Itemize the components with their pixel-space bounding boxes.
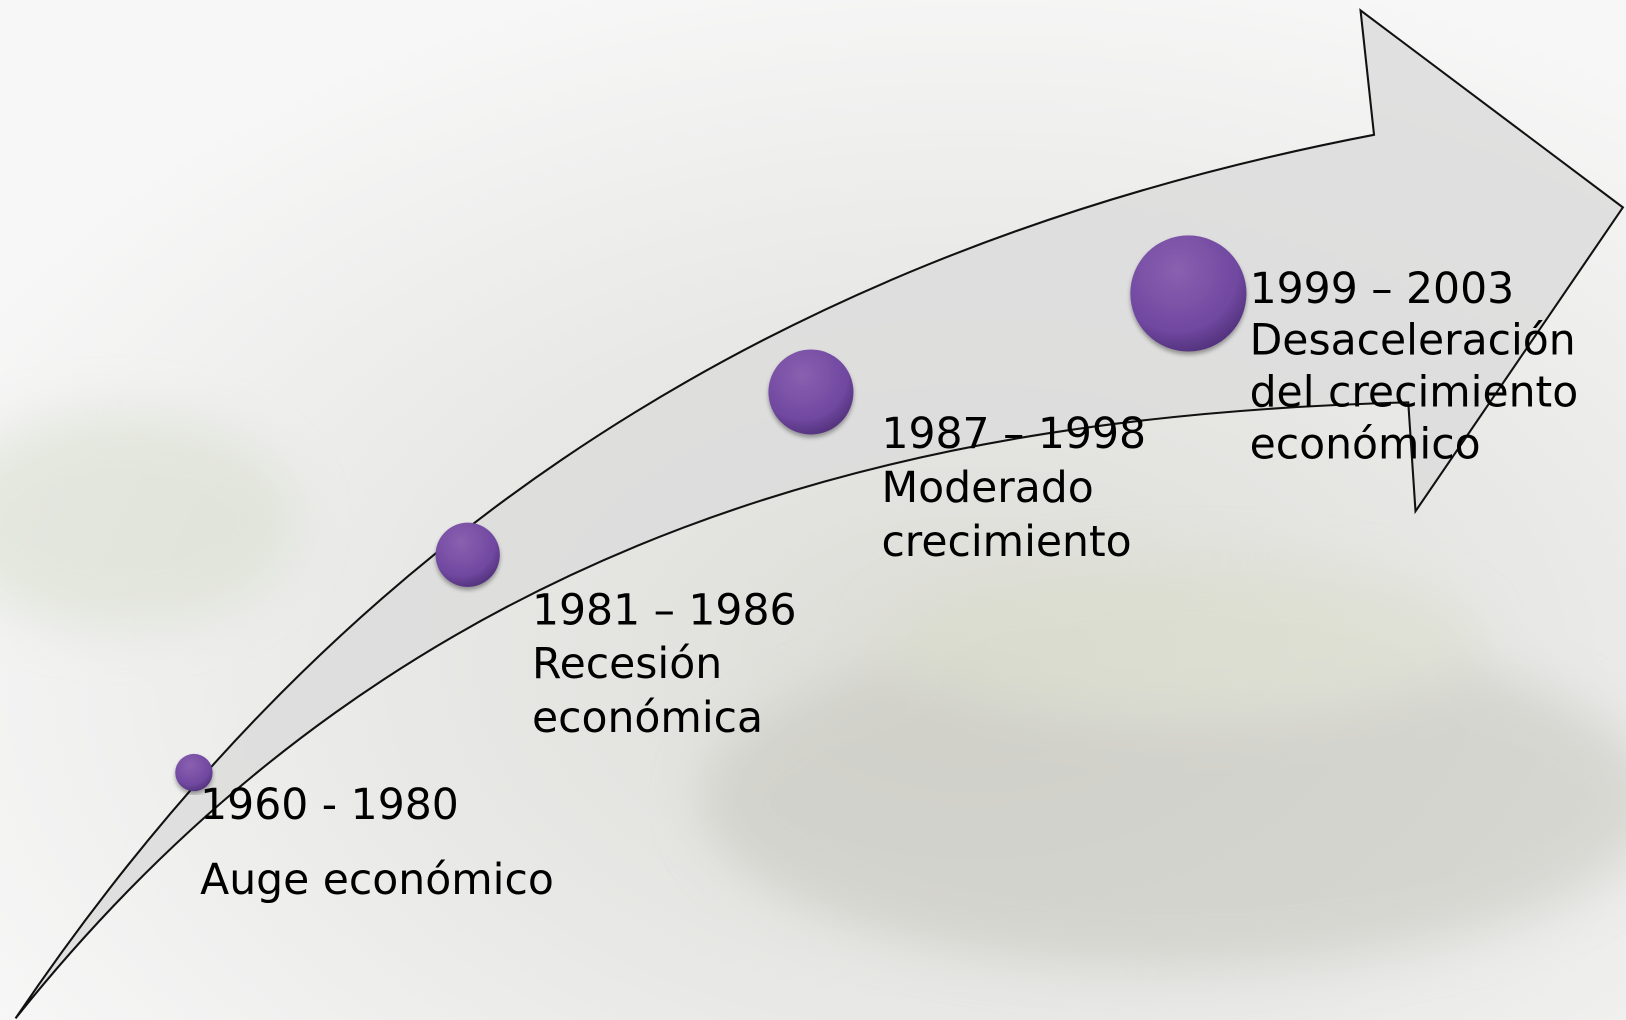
diagram: 1960 - 1980 Auge económico 1981 – 1986 Rece… <box>0 0 1626 1020</box>
stage-period: 1981 – 1986 <box>532 586 797 635</box>
stage-label: económico <box>1250 420 1481 469</box>
timeline-dot <box>436 523 500 587</box>
page: 1960 - 1980 Auge económico 1981 – 1986 Rece… <box>0 0 1626 1020</box>
stage-label: económica <box>532 694 763 743</box>
stage-label: Recesión <box>532 640 722 689</box>
stage-period: 1999 – 2003 <box>1250 265 1515 314</box>
timeline-dot <box>768 349 853 434</box>
stage-label: Auge económico <box>200 856 554 905</box>
stage-period: 1960 - 1980 <box>200 781 459 830</box>
stage-label: crecimiento <box>881 518 1131 567</box>
stage-label: Moderado <box>881 464 1093 513</box>
stage-label: del crecimiento <box>1250 369 1579 418</box>
timeline-dot <box>1130 235 1246 351</box>
stage-period: 1987 – 1998 <box>881 410 1146 459</box>
stage-label: Desaceleración <box>1250 317 1576 366</box>
